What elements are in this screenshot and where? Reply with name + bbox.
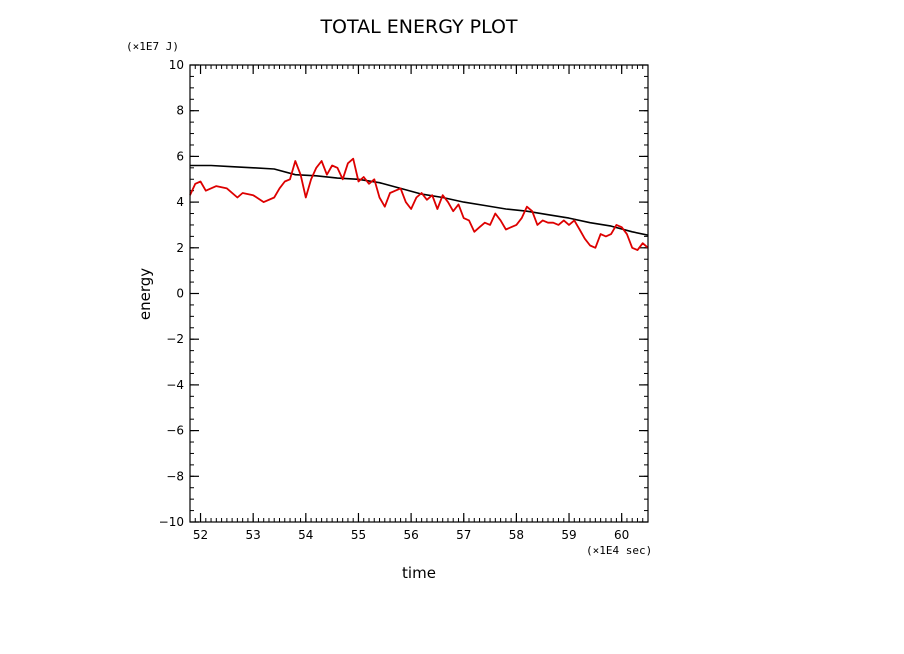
- x-tick-label: 53: [246, 528, 261, 542]
- x-tick-label: 60: [614, 528, 629, 542]
- y-axis-label: energy: [136, 268, 154, 320]
- tick-labels: 52 53 54 55 56 57 58 59 60 10 8 6 4 2 0 −2 −4 −6 −8 −10: [159, 58, 630, 542]
- series-layer: [189, 157, 649, 252]
- plot-frame: [189, 64, 649, 523]
- x-tick-label: 56: [403, 528, 418, 542]
- axis-ticks: [189, 64, 649, 523]
- y-tick-label: −8: [166, 469, 184, 483]
- x-tick-label: 58: [509, 528, 524, 542]
- y-unit-label: (×1E7 J): [126, 40, 179, 53]
- y-tick-label: −6: [166, 424, 184, 438]
- chart-title: TOTAL ENERGY PLOT: [319, 16, 517, 38]
- y-tick-label: 4: [176, 195, 184, 209]
- y-tick-label: 0: [176, 287, 184, 301]
- x-tick-label: 59: [561, 528, 576, 542]
- y-tick-label: 6: [176, 149, 184, 163]
- y-tick-label: 2: [176, 241, 184, 255]
- x-tick-label: 54: [298, 528, 313, 542]
- series-line-2: [189, 157, 649, 252]
- x-tick-label: 52: [193, 528, 208, 542]
- y-tick-label: −10: [159, 515, 184, 529]
- y-tick-label: −4: [166, 378, 184, 392]
- y-tick-label: −2: [166, 332, 184, 346]
- x-axis-label: time: [402, 564, 436, 582]
- x-tick-label: 57: [456, 528, 471, 542]
- series-line-1: [190, 164, 649, 236]
- y-tick-label: 8: [176, 104, 184, 118]
- x-tick-label: 55: [351, 528, 366, 542]
- y-tick-label: 10: [169, 58, 184, 72]
- x-unit-label: (×1E4 sec): [586, 544, 652, 557]
